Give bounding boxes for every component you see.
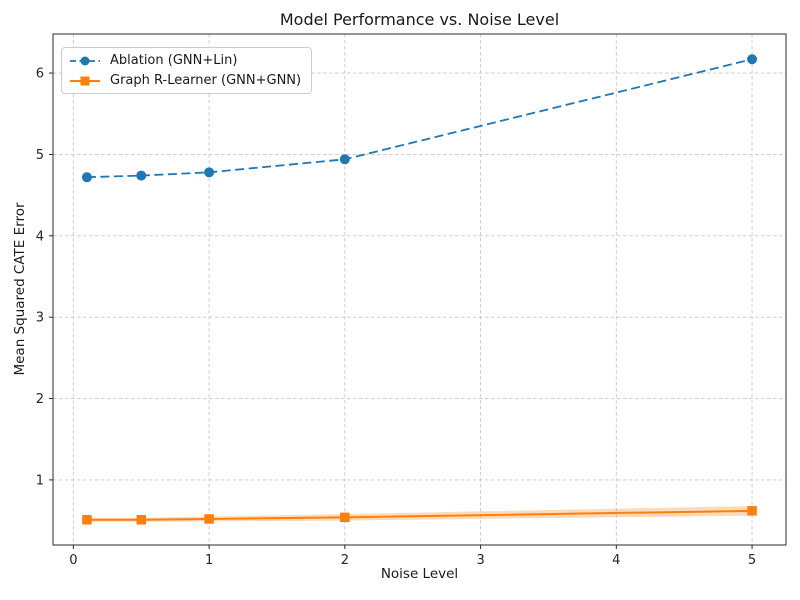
y-tick-label: 1 <box>36 473 44 488</box>
y-tick-label: 2 <box>36 392 44 407</box>
legend-item-graph-r-learner: Graph R-Learner (GNN+GNN) <box>69 72 301 89</box>
data-point-marker <box>82 515 92 525</box>
y-tick-label: 6 <box>36 67 44 82</box>
data-point-marker <box>136 515 146 525</box>
x-tick-label: 0 <box>69 553 77 568</box>
plot-border <box>52 33 787 546</box>
legend-label: Graph R-Learner (GNN+GNN) <box>110 73 302 88</box>
legend-label: Ablation (GNN+Lin) <box>110 53 238 68</box>
data-point-marker <box>81 172 92 183</box>
y-tick-label: 5 <box>36 148 44 163</box>
chart-title: Model Performance vs. Noise Level <box>279 10 560 29</box>
data-point-marker <box>747 54 758 65</box>
x-tick-label: 3 <box>476 553 484 568</box>
legend-item-ablation: Ablation (GNN+Lin) <box>69 52 301 69</box>
legend: Ablation (GNN+Lin) Graph R-Learner (GNN+… <box>61 47 313 94</box>
x-tick-label: 5 <box>748 553 756 568</box>
x-tick-label: 4 <box>612 553 620 568</box>
y-tick-label: 4 <box>36 229 44 244</box>
x-axis-label: Noise Level <box>380 566 459 582</box>
data-point-marker <box>339 154 350 165</box>
legend-dashed-line-circle-marker-icon <box>70 56 100 65</box>
data-point-marker <box>136 170 147 181</box>
data-point-marker <box>204 514 214 524</box>
data-point-marker <box>204 167 215 178</box>
data-point-marker <box>340 512 350 523</box>
x-tick-label: 2 <box>341 553 349 568</box>
y-tick-label: 3 <box>36 311 44 326</box>
legend-solid-line-square-marker-icon <box>70 76 100 85</box>
x-tick-label: 1 <box>205 553 213 568</box>
data-point-marker <box>747 506 757 516</box>
